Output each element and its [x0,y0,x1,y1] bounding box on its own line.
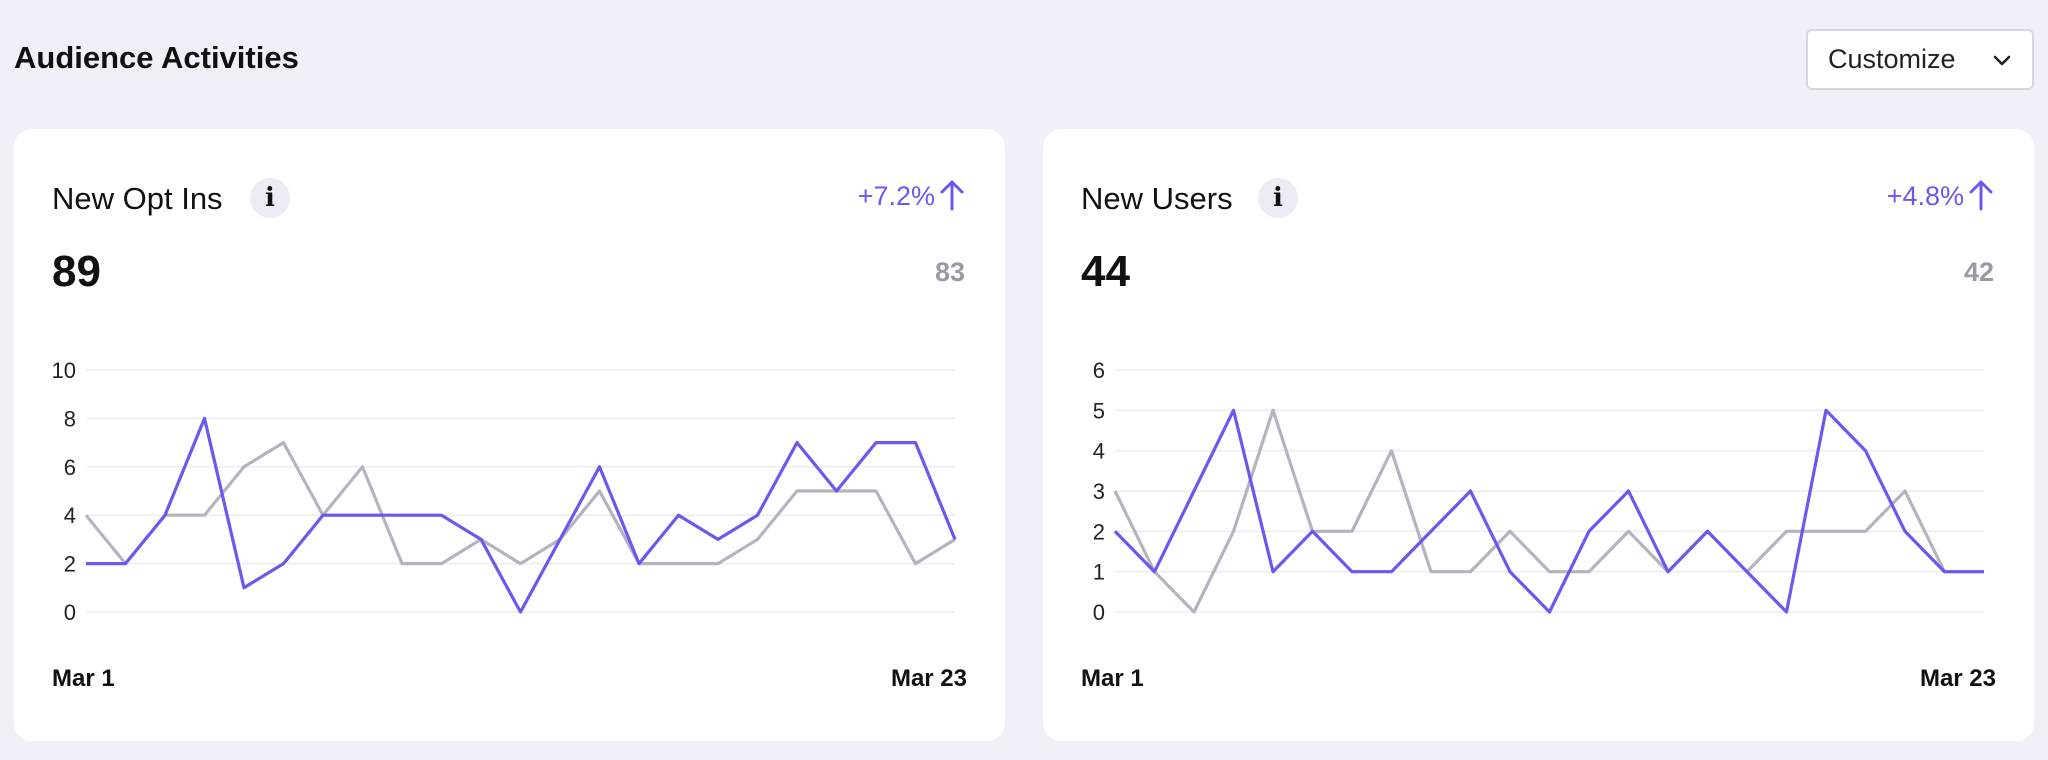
y-tick-label: 8 [64,406,76,431]
y-tick-label: 4 [64,503,76,528]
y-tick-label: 5 [1093,398,1105,423]
previous-series-line [1113,408,1984,614]
x-axis-end-label: Mar 23 [890,665,967,692]
opt-ins-line-chart: 0 2 4 6 8 10 [52,358,957,625]
y-tick-label: 0 [64,600,76,625]
page-title: Audience Activities [14,40,299,75]
card-title: New Opt Ins [52,181,223,216]
previous-series-line [84,441,956,566]
metric-value: 89 [52,247,101,296]
current-series-line [1113,408,1984,614]
previous-value: 83 [934,257,965,287]
arrow-up-icon [1969,180,1993,211]
y-tick-label: 4 [1093,439,1105,464]
previous-value: 42 [1963,257,1994,287]
y-tick-label: 1 [1093,560,1105,585]
chevron-down-icon [1993,55,2011,66]
change-percent: +4.8% [1886,181,1964,211]
info-icon[interactable]: i [250,178,290,218]
new-opt-ins-card: New Opt Ins i +7.2% 89 83 0 2 4 6 8 10 Mar 1 … [14,129,1005,741]
card-title: New Users [1081,181,1233,216]
y-tick-label: 2 [1093,519,1105,544]
arrow-up-icon [940,180,964,211]
y-tick-label: 10 [52,358,76,383]
new-users-card: New Users i +4.8% 44 42 0 1 2 3 4 5 6 Mar 1 Ma… [1043,129,2034,741]
y-tick-label: 0 [1093,600,1105,625]
y-tick-label: 6 [64,455,76,480]
y-tick-label: 6 [1093,358,1105,383]
metric-value: 44 [1081,247,1130,296]
new-users-line-chart: 0 1 2 3 4 5 6 [1093,358,1984,625]
info-icon[interactable]: i [1258,178,1298,218]
y-tick-label: 3 [1093,479,1105,504]
customize-label: Customize [1828,44,1956,74]
current-series-line [86,416,957,614]
x-axis-start-label: Mar 1 [1081,665,1144,692]
x-axis-start-label: Mar 1 [52,665,115,692]
x-axis-end-label: Mar 23 [1919,665,1996,692]
y-tick-label: 2 [64,552,76,577]
change-percent: +7.2% [857,181,935,211]
customize-dropdown[interactable]: Customize [1806,29,2034,90]
